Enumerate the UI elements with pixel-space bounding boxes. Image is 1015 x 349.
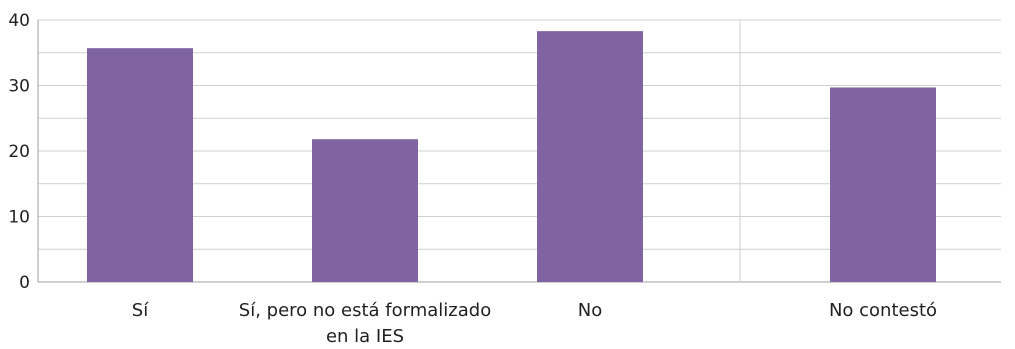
- y-tick-label: 20: [8, 142, 30, 162]
- y-tick-label: 30: [8, 77, 30, 97]
- label-layer: 0 10 20 30 40 Sí Sí, pero no está formalizado e…: [8, 11, 937, 347]
- x-tick-label: No: [578, 300, 602, 321]
- bar-layer: [87, 31, 936, 283]
- bar: [312, 139, 418, 282]
- bar: [87, 48, 193, 282]
- x-tick-label: en la IES: [326, 326, 404, 347]
- y-tick-label: 10: [8, 208, 30, 228]
- bar: [537, 31, 643, 283]
- y-tick-label: 0: [19, 273, 30, 293]
- bar: [830, 87, 936, 282]
- y-tick-label: 40: [8, 11, 30, 31]
- x-tick-label: Sí, pero no está formalizado: [239, 300, 491, 321]
- x-tick-label: No contestó: [829, 300, 937, 321]
- grid-layer: [38, 19, 1001, 283]
- x-tick-label: Sí: [132, 300, 149, 321]
